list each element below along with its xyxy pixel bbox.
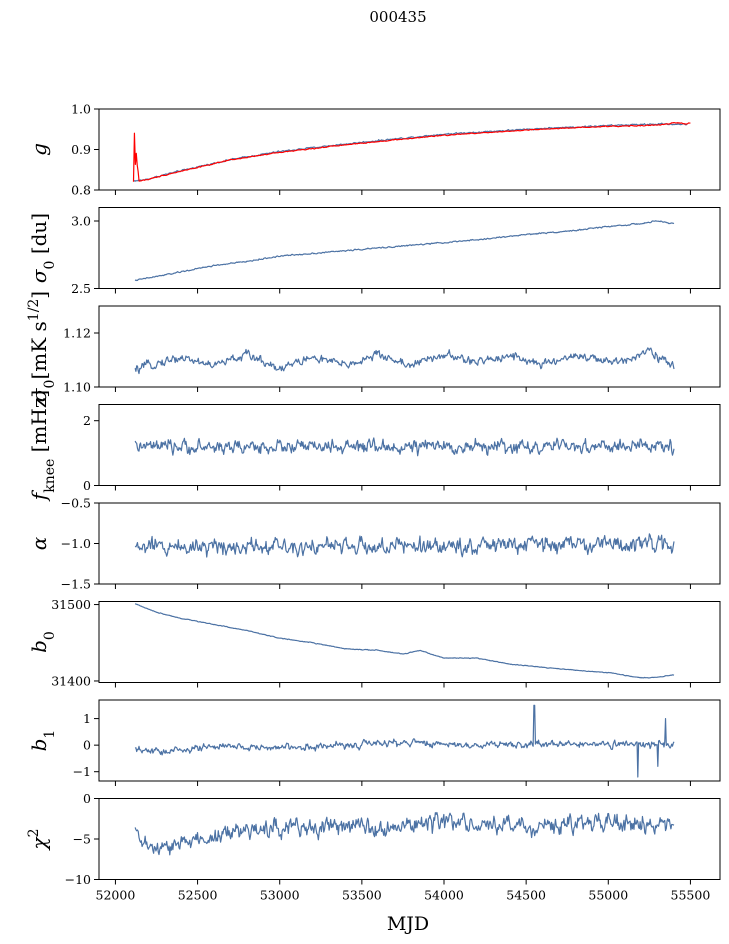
panel-b0: 31400 31500 b0 xyxy=(27,597,721,688)
y-tick-label: 31500 xyxy=(51,597,91,612)
y-axis-label: σ0[mK s1/2] xyxy=(26,291,58,402)
axes-frame xyxy=(98,305,721,388)
x-tick-label: 52500 xyxy=(178,888,218,903)
y-tick-label: 0 xyxy=(83,737,91,752)
panel-b1: −1 0 1 b1 xyxy=(27,699,721,786)
y-axis-label: σ0 [du] xyxy=(27,213,58,283)
x-tick-label: 52000 xyxy=(96,888,136,903)
axes-frame xyxy=(98,601,721,683)
y-tick-label: 0 xyxy=(83,791,91,806)
x-axis-label: MJD xyxy=(387,913,429,935)
y-tick-label: −5 xyxy=(73,831,91,846)
panels: 0.8 0.9 1.0 g 2.5 3.0 σ0 [du] 1.10 1.12 σ0[mK s1/… xyxy=(26,101,721,903)
figure-title: 000435 xyxy=(369,8,426,26)
series-b0 xyxy=(134,603,675,679)
x-tick-label: 54000 xyxy=(424,888,464,903)
series-b1 xyxy=(134,704,675,778)
y-tick-label: −1.5 xyxy=(61,576,91,591)
y-tick-label: 0.8 xyxy=(71,182,91,197)
panel-g: 0.8 0.9 1.0 g xyxy=(27,101,721,197)
y-tick-label: 1.10 xyxy=(63,379,91,394)
series-chi2 xyxy=(134,811,675,856)
axes-frame xyxy=(98,404,721,486)
series-alpha xyxy=(134,533,675,558)
series-sigma0 xyxy=(134,220,675,282)
y-axis-label: χ2 xyxy=(26,828,51,851)
y-tick-label: 0.9 xyxy=(71,142,91,157)
series-g-fit xyxy=(132,122,691,182)
y-tick-label: 31400 xyxy=(51,673,91,688)
axes-frame xyxy=(98,108,721,191)
y-axis-label: g xyxy=(27,143,51,156)
panel-sigma0_du: 2.5 3.0 σ0 [du] xyxy=(27,207,721,296)
y-axis-label: α xyxy=(27,536,51,550)
y-axis-label: b1 xyxy=(27,730,58,752)
x-tick-label: 53000 xyxy=(260,888,300,903)
series-fknee xyxy=(134,437,675,457)
series-sigma0-calibrated xyxy=(134,347,675,375)
y-tick-label: −0.5 xyxy=(61,495,91,510)
y-tick-label: 1.0 xyxy=(71,101,91,116)
y-tick-label: 1.12 xyxy=(63,325,91,340)
panel-fknee: 0 2 fknee [mHz] xyxy=(27,390,721,502)
y-axis-label: b0 xyxy=(27,631,58,653)
panel-sigma0_mK: 1.10 1.12 σ0[mK s1/2] xyxy=(26,291,721,402)
panel-chi2: −10 −5 0 52000 52500 53000 53500 54000 54500 5500… xyxy=(26,791,721,903)
axes-frame xyxy=(98,207,721,289)
y-tick-label: 1 xyxy=(83,711,91,726)
y-tick-label: −10 xyxy=(65,872,91,887)
y-axis-label: fknee [mHz] xyxy=(27,390,58,502)
y-tick-label: −1 xyxy=(73,764,91,779)
y-tick-label: 0 xyxy=(83,478,91,493)
x-tick-label: 55500 xyxy=(671,888,711,903)
axes-frame xyxy=(98,699,721,782)
y-tick-label: 2.5 xyxy=(71,281,91,296)
panel-alpha: −1.5 −1.0 −0.5 α xyxy=(27,495,721,591)
y-tick-label: 2 xyxy=(83,413,91,428)
y-tick-label: −1.0 xyxy=(61,536,91,551)
x-tick-label: 53500 xyxy=(342,888,382,903)
series-g xyxy=(133,122,688,182)
x-tick-label: 55000 xyxy=(588,888,628,903)
y-tick-label: 3.0 xyxy=(71,213,91,228)
x-tick-label: 54500 xyxy=(506,888,546,903)
